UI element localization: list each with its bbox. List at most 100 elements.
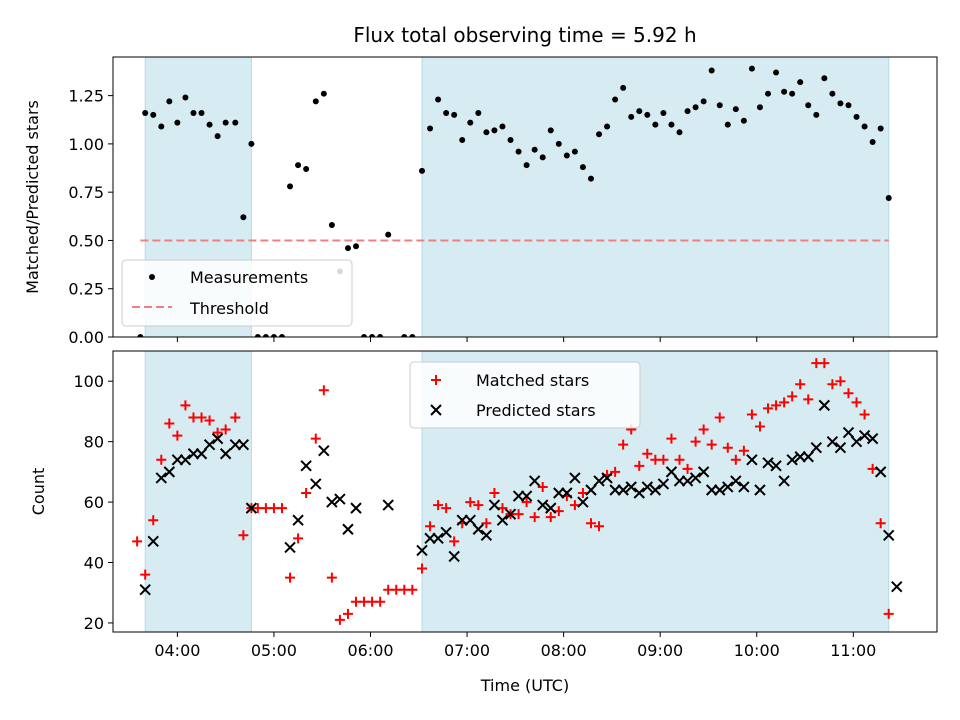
predicted-star-point <box>416 544 428 557</box>
matched-star-point <box>634 460 645 471</box>
observing-window-band <box>144 351 252 632</box>
predicted-star-point <box>714 484 726 496</box>
measurement-point <box>182 94 189 101</box>
matched-star-point <box>473 500 484 511</box>
matched-star-point <box>730 454 741 465</box>
measurement-point <box>198 110 205 116</box>
observing-window-band <box>421 57 890 337</box>
matched-star-point <box>513 509 524 520</box>
predicted-star-point <box>577 496 589 508</box>
measurement-point <box>459 137 466 144</box>
measurement-point <box>499 123 506 130</box>
predicted-star-point <box>504 508 517 520</box>
predicted-star-point <box>334 493 346 505</box>
matched-star-point <box>827 379 838 390</box>
predicted-star-point <box>211 432 224 445</box>
measurement-point <box>773 69 780 76</box>
measurement-point <box>137 334 144 337</box>
measurement-point <box>328 222 335 228</box>
matched-star-point <box>204 415 215 426</box>
matched-star-point <box>763 403 774 414</box>
measurement-point <box>579 164 586 171</box>
chart-title: Flux total observing time = 5.92 h <box>353 23 696 47</box>
predicted-star-point <box>633 487 645 499</box>
measurement-point <box>700 98 707 105</box>
measurement-point <box>531 146 538 153</box>
measurement-point <box>523 162 530 169</box>
matched-star-point <box>220 424 231 435</box>
predicted-star-point <box>155 472 167 484</box>
measurement-point <box>467 119 474 126</box>
predicted-star-point <box>496 514 509 526</box>
matched-star-point <box>156 454 167 465</box>
measurement-point <box>483 129 490 136</box>
measurement-point <box>491 127 498 134</box>
matched-star-point <box>883 608 894 619</box>
matched-star-point <box>875 518 886 529</box>
measurement-point <box>475 110 482 116</box>
matched-star-point <box>433 500 444 511</box>
y-tick-label: 1.00 <box>68 135 104 154</box>
matched-star-point <box>674 454 685 465</box>
matched-star-point <box>285 572 296 583</box>
predicted-star-point <box>641 481 654 493</box>
matched-star-point <box>293 533 304 544</box>
measurement-point <box>620 84 627 91</box>
x-tick-label: 07:00 <box>444 641 490 660</box>
measurement-point <box>344 245 351 252</box>
matched-star-point <box>230 412 241 423</box>
legend-marker-predicted <box>430 404 442 416</box>
predicted-star-point <box>786 454 798 466</box>
measurement-point <box>837 100 844 107</box>
predicted-star-point <box>891 580 903 593</box>
measurement-point <box>781 88 788 95</box>
predicted-star-point <box>762 457 774 469</box>
measurement-point <box>361 334 368 337</box>
measurement-point <box>708 67 715 74</box>
predicted-star-point <box>300 460 312 472</box>
predicted-star-point <box>350 502 362 514</box>
measurement-point <box>765 90 772 97</box>
measurement-point <box>353 243 360 250</box>
predicted-star-point <box>770 460 782 472</box>
measurement-point <box>821 75 828 82</box>
matched-star-point <box>164 418 175 429</box>
matched-star-point <box>425 521 436 532</box>
measurement-point <box>295 162 302 169</box>
measurement-point <box>660 110 667 116</box>
matched-star-point <box>148 515 159 526</box>
predicted-star-point <box>237 438 250 451</box>
measurement-point <box>845 102 852 109</box>
measurement-point <box>861 123 868 130</box>
y-axis-label: Count <box>29 468 48 516</box>
matched-star-point <box>666 433 677 444</box>
predicted-star-point <box>730 475 742 487</box>
matched-star-point <box>212 427 223 438</box>
measurement-point <box>676 129 683 136</box>
x-tick-label: 04:00 <box>154 641 200 660</box>
measurement-point <box>547 127 554 134</box>
measurement-point <box>885 194 892 201</box>
measurement-point <box>644 111 651 118</box>
matched-star-point <box>417 563 427 574</box>
predicted-star-point <box>432 532 444 545</box>
predicted-star-point <box>883 529 895 542</box>
measurement-point <box>628 113 635 120</box>
measurement-point <box>571 148 578 155</box>
measurement-point <box>190 110 197 116</box>
measurement-point <box>829 90 836 97</box>
predicted-star-point <box>195 448 208 460</box>
legend-label-threshold: Threshold <box>189 299 269 318</box>
y-tick-label: 0.75 <box>68 183 104 202</box>
matched-star-point <box>795 379 806 390</box>
measurement-point <box>877 125 884 132</box>
predicted-star-point <box>139 583 151 596</box>
matched-star-point <box>196 412 207 423</box>
matched-star-point <box>867 463 878 474</box>
matched-star-point <box>481 518 492 529</box>
predicted-star-point <box>665 466 678 478</box>
matched-star-point <box>722 442 733 453</box>
predicted-star-point <box>746 454 758 466</box>
y-tick-label: 60 <box>84 493 104 512</box>
predicted-star-point <box>842 426 855 439</box>
